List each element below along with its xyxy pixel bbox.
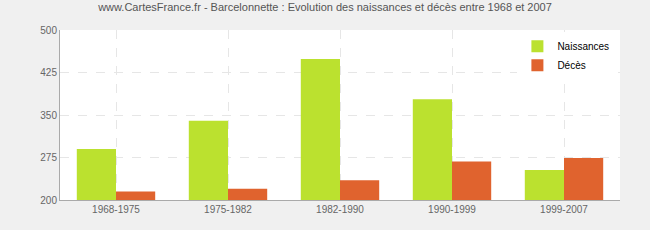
svg-text:200: 200 (40, 195, 57, 206)
svg-text:275: 275 (40, 152, 57, 163)
svg-text:1999-2007: 1999-2007 (540, 204, 588, 215)
svg-text:500: 500 (40, 25, 57, 36)
svg-text:425: 425 (40, 67, 57, 78)
svg-text:Décès: Décès (557, 60, 585, 71)
svg-text:1982-1990: 1982-1990 (316, 204, 364, 215)
svg-text:1975-1982: 1975-1982 (204, 204, 252, 215)
svg-text:1968-1975: 1968-1975 (92, 204, 140, 215)
svg-text:Naissances: Naissances (557, 41, 609, 52)
svg-text:350: 350 (40, 110, 57, 121)
svg-text:www.CartesFrance.fr - Barcelon: www.CartesFrance.fr - Barcelonnette : Ev… (97, 1, 552, 13)
svg-text:1990-1999: 1990-1999 (428, 204, 476, 215)
